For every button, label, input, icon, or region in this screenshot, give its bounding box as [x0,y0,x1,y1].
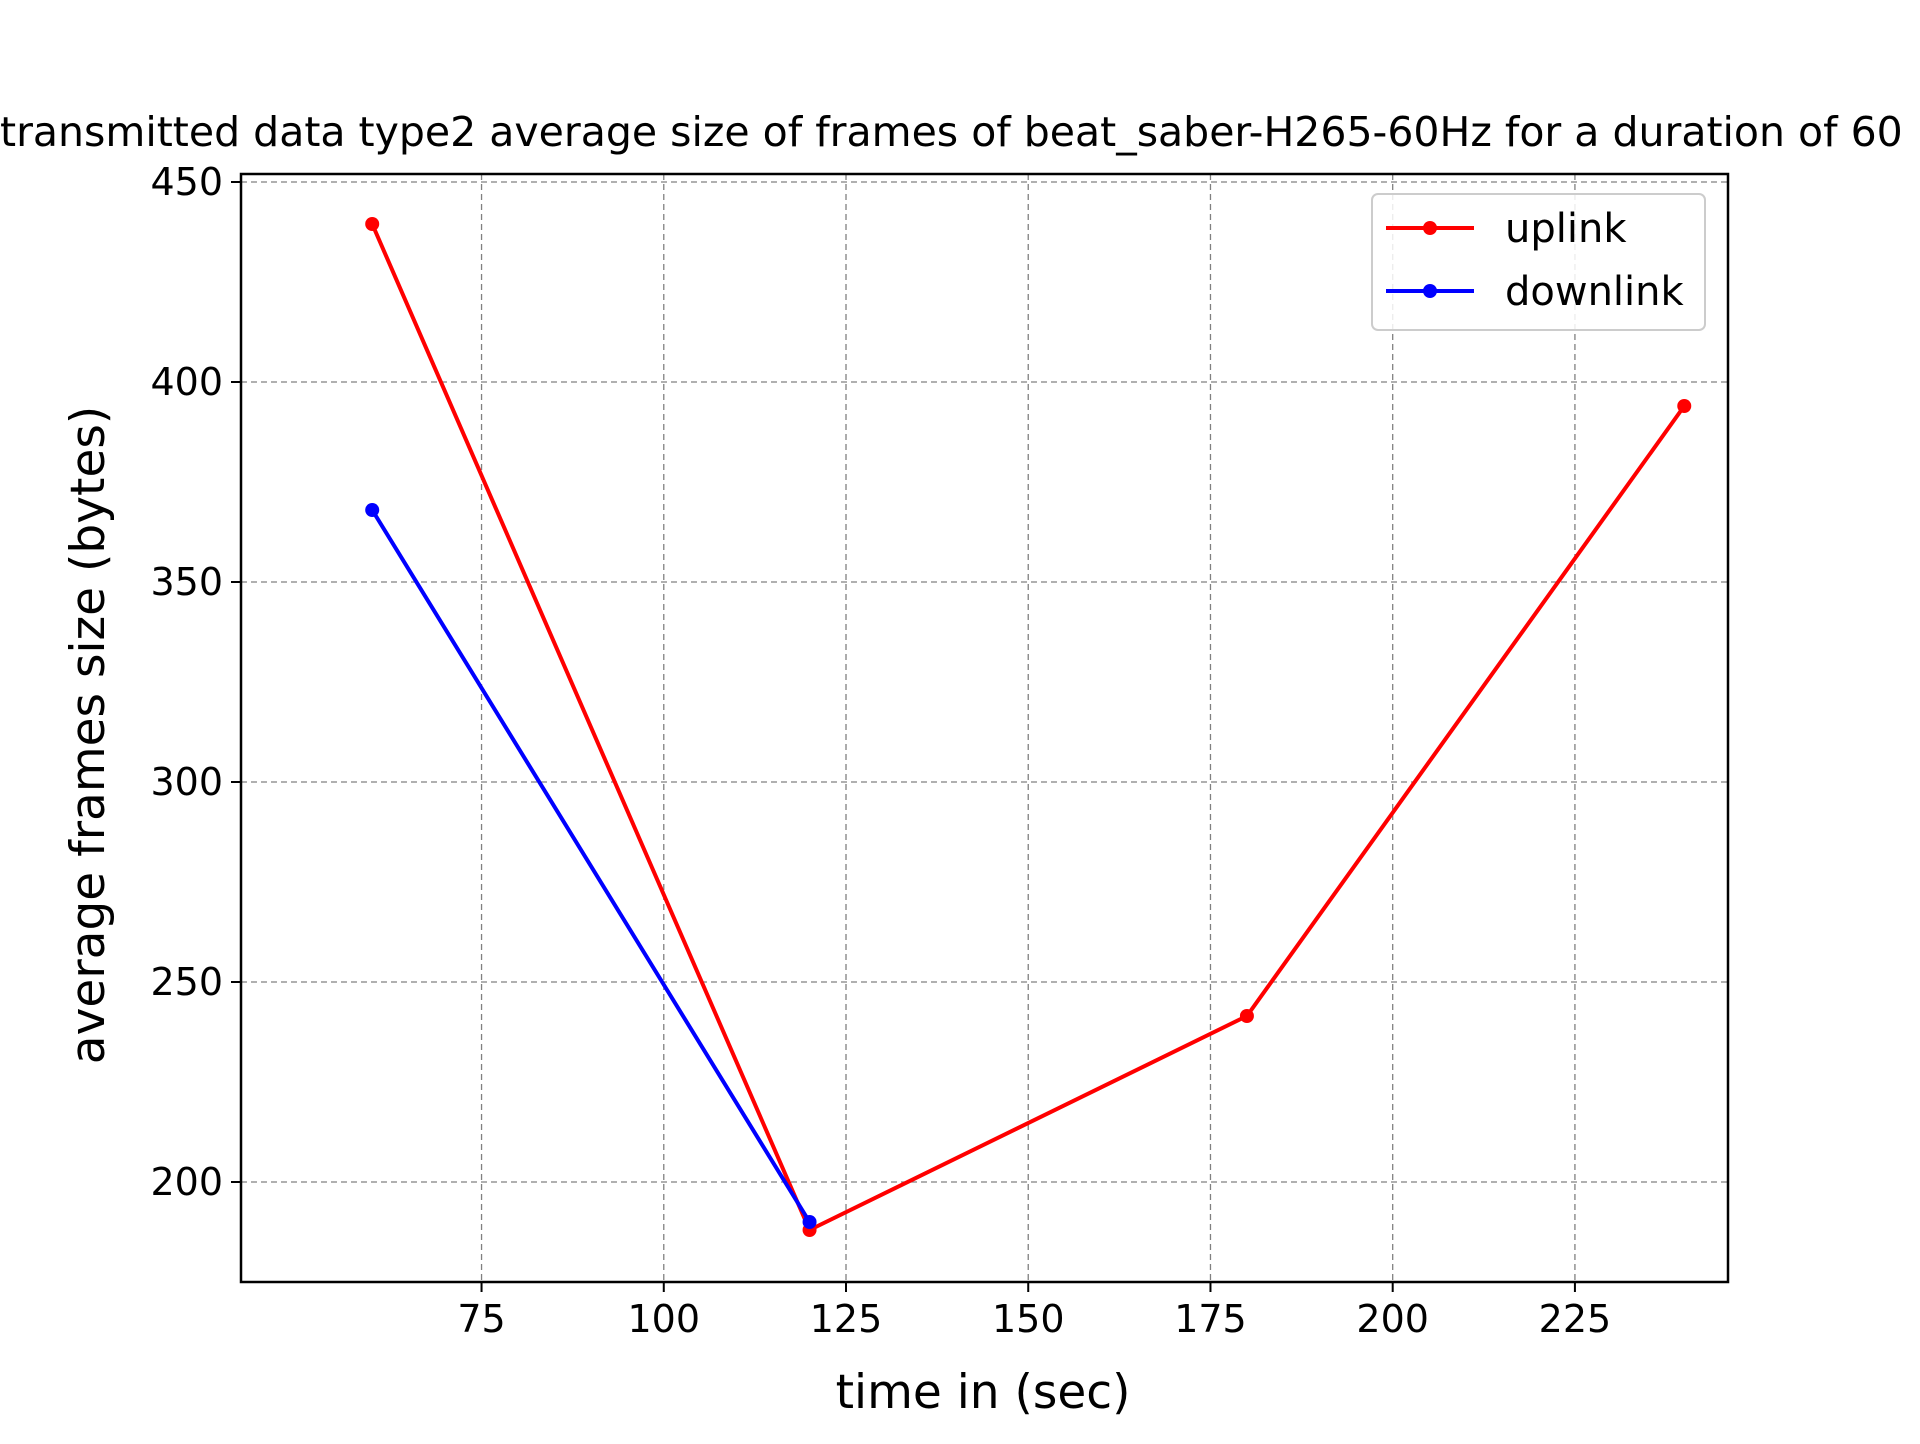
downlink-point [365,503,380,517]
x-tick-label: 175 [1174,1297,1247,1341]
uplink-point [365,217,380,231]
chart-title: transmitted data type2 average size of f… [0,108,1903,156]
legend-swatch-marker [1423,284,1437,298]
x-axis-label: time in (sec) [836,1365,1131,1420]
legend-item-downlink: downlink [1386,269,1685,315]
y-tick-label: 450 [150,160,223,204]
downlink-line [370,508,812,1224]
legend: uplink downlink [1371,193,1706,331]
legend-swatch-marker [1423,221,1437,235]
y-tick-label: 350 [150,560,223,604]
downlink-point [802,1215,817,1229]
legend-label: downlink [1505,269,1685,315]
uplink-point [1677,399,1692,413]
series-lines [365,217,1692,1237]
y-tick-label: 250 [150,960,223,1004]
axis-ticks: 75 100 125 150 175 200 225 200 250 300 350 400 450 [150,160,1611,1341]
x-tick-label: 75 [457,1297,505,1341]
x-tick-label: 150 [992,1297,1065,1341]
legend-label: uplink [1505,206,1627,252]
y-axis-label: average frames size (bytes) [61,406,116,1064]
y-tick-label: 300 [150,760,223,804]
x-tick-label: 100 [628,1297,701,1341]
x-tick-label: 200 [1356,1297,1429,1341]
uplink-line [370,222,1687,1232]
x-tick-label: 125 [810,1297,883,1341]
y-tick-label: 200 [150,1160,223,1204]
x-tick-label: 225 [1539,1297,1612,1341]
gridlines [241,174,1728,1282]
legend-item-uplink: uplink [1386,206,1627,252]
series-downlink [365,503,817,1229]
uplink-point [1239,1009,1254,1023]
y-tick-label: 400 [150,360,223,404]
plot-area-frame [239,172,1730,1284]
